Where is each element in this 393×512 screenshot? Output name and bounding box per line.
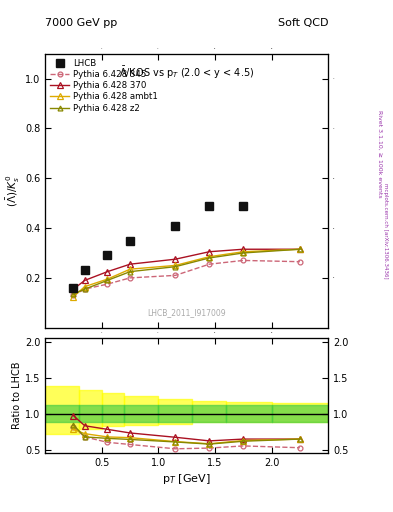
Pythia 6.428 345 bbox=[207, 261, 212, 267]
Pythia 6.428 z2 bbox=[207, 255, 212, 261]
LHCB bbox=[83, 267, 87, 273]
Pythia 6.428 z2 bbox=[298, 246, 302, 252]
LHCB bbox=[128, 238, 132, 244]
Pythia 6.428 ambt1 bbox=[241, 249, 246, 255]
Pythia 6.428 ambt1 bbox=[207, 253, 212, 260]
Line: Pythia 6.428 345: Pythia 6.428 345 bbox=[71, 258, 302, 298]
Line: Pythia 6.428 370: Pythia 6.428 370 bbox=[70, 246, 303, 292]
LHCB bbox=[71, 285, 76, 291]
Pythia 6.428 ambt1 bbox=[105, 276, 110, 282]
Text: Soft QCD: Soft QCD bbox=[278, 18, 328, 28]
Pythia 6.428 370 bbox=[71, 286, 76, 292]
Pythia 6.428 345 bbox=[83, 286, 87, 292]
Pythia 6.428 345 bbox=[173, 272, 178, 279]
Pythia 6.428 370 bbox=[83, 278, 87, 284]
LHCB bbox=[241, 203, 246, 209]
Text: mcplots.cern.ch [arXiv:1306.3436]: mcplots.cern.ch [arXiv:1306.3436] bbox=[384, 183, 388, 278]
Pythia 6.428 ambt1 bbox=[71, 293, 76, 300]
Text: 7000 GeV pp: 7000 GeV pp bbox=[45, 18, 118, 28]
Pythia 6.428 345 bbox=[128, 275, 132, 281]
Text: $\bar{\Lambda}$/KOS vs p$_{T}$ (2.0 < y < 4.5): $\bar{\Lambda}$/KOS vs p$_{T}$ (2.0 < y … bbox=[119, 65, 254, 81]
LHCB bbox=[105, 252, 110, 259]
Pythia 6.428 z2 bbox=[241, 250, 246, 256]
Pythia 6.428 z2 bbox=[128, 269, 132, 275]
Text: LHCB_2011_I917009: LHCB_2011_I917009 bbox=[147, 308, 226, 317]
Pythia 6.428 345 bbox=[105, 281, 110, 287]
Line: LHCB: LHCB bbox=[70, 202, 247, 292]
LHCB bbox=[173, 223, 178, 229]
Pythia 6.428 ambt1 bbox=[83, 284, 87, 290]
Y-axis label: Ratio to LHCB: Ratio to LHCB bbox=[12, 362, 22, 429]
Pythia 6.428 345 bbox=[71, 292, 76, 298]
Line: Pythia 6.428 ambt1: Pythia 6.428 ambt1 bbox=[70, 246, 303, 300]
Pythia 6.428 370 bbox=[128, 261, 132, 267]
Pythia 6.428 370 bbox=[207, 249, 212, 255]
X-axis label: p$_T$ [GeV]: p$_T$ [GeV] bbox=[162, 472, 211, 486]
Pythia 6.428 z2 bbox=[71, 291, 76, 297]
Pythia 6.428 ambt1 bbox=[298, 246, 302, 252]
Pythia 6.428 z2 bbox=[173, 264, 178, 270]
Pythia 6.428 z2 bbox=[105, 278, 110, 284]
Pythia 6.428 345 bbox=[241, 258, 246, 264]
Pythia 6.428 370 bbox=[173, 256, 178, 262]
Y-axis label: $\bar{(\Lambda)}/K_s^0$: $\bar{(\Lambda)}/K_s^0$ bbox=[5, 175, 22, 207]
Pythia 6.428 370 bbox=[298, 246, 302, 252]
Pythia 6.428 345 bbox=[298, 259, 302, 265]
Legend: LHCB, Pythia 6.428 345, Pythia 6.428 370, Pythia 6.428 ambt1, Pythia 6.428 z2: LHCB, Pythia 6.428 345, Pythia 6.428 370… bbox=[49, 57, 159, 114]
Pythia 6.428 370 bbox=[105, 269, 110, 275]
Pythia 6.428 ambt1 bbox=[173, 262, 178, 268]
Pythia 6.428 370 bbox=[241, 246, 246, 252]
Pythia 6.428 ambt1 bbox=[128, 266, 132, 272]
Line: Pythia 6.428 z2: Pythia 6.428 z2 bbox=[71, 247, 302, 296]
LHCB bbox=[207, 203, 212, 209]
Text: Rivet 3.1.10, ≥ 100k events: Rivet 3.1.10, ≥ 100k events bbox=[377, 110, 382, 198]
Pythia 6.428 z2 bbox=[83, 286, 87, 292]
